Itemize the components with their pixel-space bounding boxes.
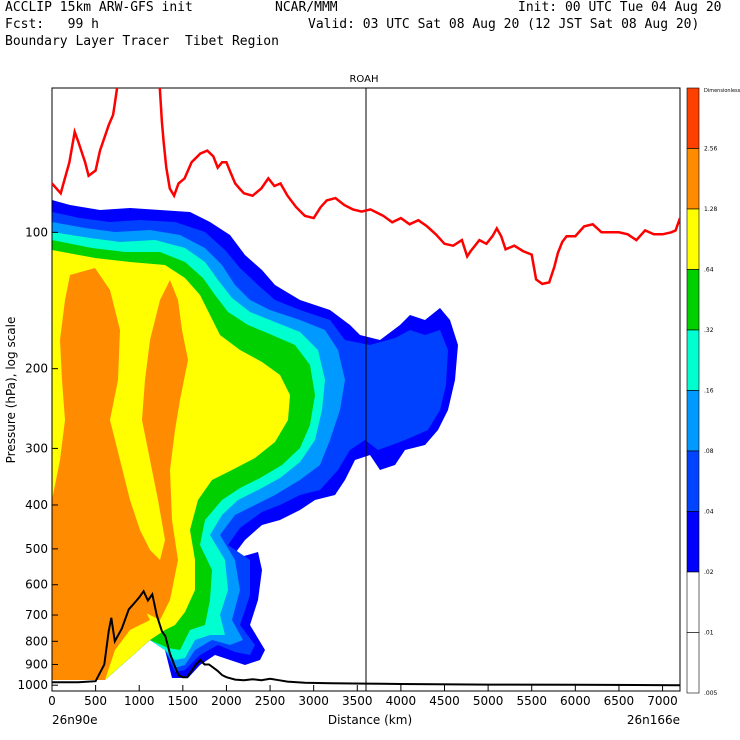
y-tick-label: 300 [25,441,48,455]
colorbar-level-label: .005 [704,690,718,697]
colorbar-swatch [686,208,700,270]
tracer-fill-contours [52,200,458,680]
x-start-label: 26n90e [52,713,98,727]
colorbar-swatch [686,269,700,331]
x-tick-label: 6500 [604,694,635,708]
y-tick-label: 500 [25,542,48,556]
tropopause-line [52,88,680,286]
header-line2-left: Fcst: 99 h [5,17,99,32]
y-tick-label: 900 [25,657,48,671]
terrain-line [52,589,680,687]
colorbar-swatch [686,87,700,149]
x-tick-label: 500 [84,694,107,708]
y-axis-label: Pressure (hPa), log scale [4,317,18,464]
header-line2-right: Valid: 03 UTC Sat 08 Aug 20 (12 JST Sat … [308,17,700,32]
x-axis-label: Distance (km) [328,713,412,727]
header-line1-right: Init: 00 UTC Tue 04 Aug 20 [518,0,722,15]
colorbar-title: Dimensionless [704,88,740,94]
colorbar-level-label: 1.28 [704,206,718,213]
x-tick-label: 4500 [429,694,460,708]
x-tick-label: 4000 [386,694,417,708]
contour-fill-orange-lower [52,520,150,680]
y-tick-label: 600 [25,578,48,592]
colorbar-level-label: .64 [704,267,714,274]
colorbar: 2.56 1.28 .64 .32 .16 .08 .04 .02 .01 .005 Dimensi… [686,87,740,697]
x-tick-label: 7000 [647,694,678,708]
colorbar-level-label: 2.56 [704,146,718,153]
x-tick-label: 1000 [124,694,155,708]
y-tick-label: 700 [25,608,48,622]
y-tick-label: 200 [25,362,48,376]
colorbar-level-label: .01 [704,630,714,637]
colorbar-swatch [686,329,700,391]
y-tick-label: 100 [25,225,48,239]
header-line3-left: Boundary Layer Tracer Tibet Region [5,34,279,49]
colorbar-level-label: .08 [704,448,714,455]
x-tick-label: 5000 [473,694,504,708]
colorbar-level-label: .32 [704,327,714,334]
colorbar-swatch [686,148,700,210]
header-line1-left: ACCLIP 15km ARW-GFS init [5,0,193,15]
chart-title: ROAH [349,74,378,85]
x-tick-label: 6000 [560,694,591,708]
header-line1-mid: NCAR/MMM [275,0,338,15]
x-tick-label: 2000 [211,694,242,708]
y-tick-label: 1000 [17,678,48,692]
colorbar-swatch [686,390,700,452]
colorbar-swatch [686,511,700,573]
colorbar-level-label: .04 [704,509,714,516]
x-end-label: 26n166e [627,713,680,727]
colorbar-level-label: .02 [704,569,714,576]
x-tick-label: 5500 [516,694,547,708]
x-tick-label: 3500 [342,694,373,708]
y-tick-label: 800 [25,634,48,648]
colorbar-swatch [686,450,700,512]
x-tick-label: 2500 [255,694,286,708]
x-tick-label: 3000 [298,694,329,708]
x-tick-label: 0 [48,694,56,708]
x-tick-label: 1500 [168,694,199,708]
y-tick-label: 400 [25,498,48,512]
colorbar-swatch [686,571,700,633]
colorbar-level-label: .16 [704,388,714,395]
colorbar-swatch [686,632,700,694]
